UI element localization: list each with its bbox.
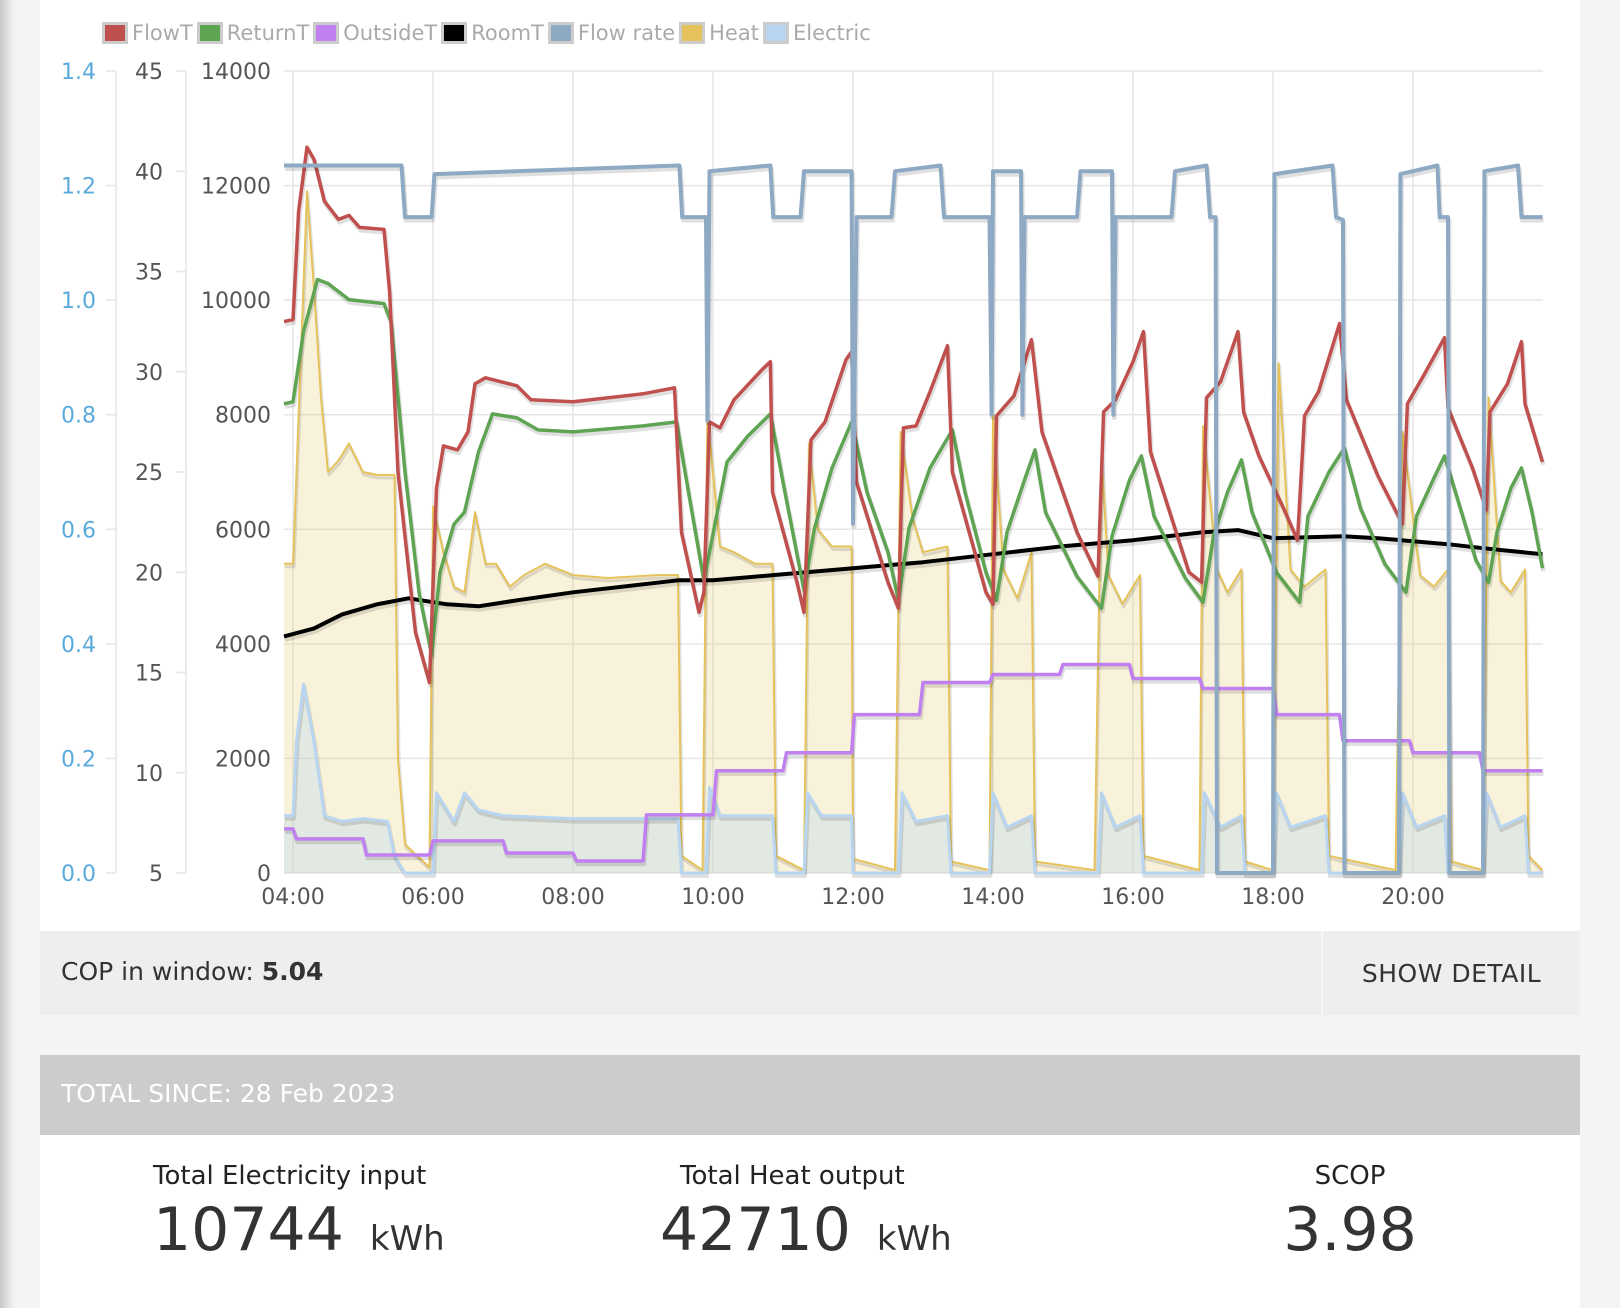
legend-label: OutsideT: [343, 21, 438, 45]
legend-label: RoomT: [471, 21, 544, 45]
legend-swatch: [547, 22, 574, 44]
temperature-axis-tick-label: 30: [135, 361, 163, 386]
legend-label: ReturnT: [226, 21, 310, 45]
legend-swatch: [102, 22, 128, 44]
flow-axis-tick-label: 1.4: [61, 60, 96, 85]
roomt-series-line: [283, 528, 1543, 639]
legend-item-returnt[interactable]: ReturnT: [196, 21, 310, 45]
temperature-axis-tick-label: 10: [135, 762, 163, 787]
x-axis-tick-label: 10:00: [681, 885, 744, 910]
legend-item-flowt[interactable]: FlowT: [102, 21, 193, 45]
stat-label: Total Heat output: [680, 1161, 905, 1191]
scop-value: 3.98: [1283, 1195, 1417, 1265]
temperature-axis-tick-label: 15: [135, 662, 163, 687]
electric-series-line: [284, 682, 1543, 875]
electric-series-line-shadow: [285, 685, 1544, 878]
power-axis-tick-label: 0: [257, 862, 271, 887]
legend-label: Heat: [709, 21, 759, 45]
stat-scop: SCOP 3.98: [1240, 1161, 1460, 1265]
legend-item-flow-rate[interactable]: Flow rate: [547, 21, 676, 45]
temperature-axis-tick-label: 40: [135, 160, 163, 185]
x-axis-tick-label: 04:00: [261, 885, 324, 910]
x-axis-tick-label: 18:00: [1241, 885, 1304, 910]
heat-unit: kWh: [876, 1219, 952, 1259]
cop-bar: COP in window: 5.04 SHOW DETAIL: [40, 931, 1580, 1015]
legend-label: FlowT: [132, 21, 193, 45]
legend-item-electric[interactable]: Electric: [762, 21, 871, 45]
power-axis-tick-label: 6000: [215, 518, 271, 543]
power-axis-tick-label: 12000: [201, 175, 271, 200]
stat-heat: Total Heat output 42710 kWh: [660, 1161, 952, 1274]
temperature-axis-tick-label: 5: [149, 862, 163, 887]
roomt-series-line-shadow: [284, 530, 1544, 642]
legend-swatch: [762, 22, 789, 44]
show-detail-button[interactable]: SHOW DETAIL: [1321, 931, 1580, 1015]
legend-item-outsidet[interactable]: OutsideT: [313, 21, 437, 45]
x-axis-tick-label: 14:00: [961, 885, 1024, 910]
flow-rate-series-line: [284, 163, 1543, 875]
temperature-axis-tick-label: 20: [135, 561, 163, 586]
heat-value: 42710: [660, 1195, 851, 1265]
temperature-axis-tick-label: 45: [135, 60, 163, 85]
page-shadow: [0, 0, 14, 1308]
heat-series-line-shadow: [285, 192, 1545, 875]
power-axis-tick-label: 4000: [215, 633, 271, 658]
x-axis-tick-label: 16:00: [1101, 885, 1164, 910]
total-since-header: TOTAL SINCE: 28 Feb 2023: [40, 1055, 1580, 1135]
legend-swatch: [196, 22, 223, 44]
totals-panel: Total Electricity input 10744 kWh Total H…: [40, 1135, 1580, 1308]
x-axis-tick-label: 20:00: [1381, 885, 1444, 910]
flow-axis-tick-label: 0.8: [61, 404, 96, 429]
outsidet-series-line-shadow: [285, 665, 1544, 867]
legend-swatch: [679, 22, 706, 44]
power-axis-tick-label: 8000: [215, 404, 271, 429]
cop-value: 5.04: [261, 957, 324, 986]
cop-label: COP in window:: [61, 957, 262, 986]
heatpump-chart[interactable]: 1.4 1.2 1.0 0.8 0.6 0.4 0.2 0.0 45 40 35 30 25 20 15 10…: [0, 0, 1620, 931]
stat-label: Total Electricity input: [153, 1161, 427, 1191]
power-axis-tick-label: 10000: [201, 289, 271, 314]
outsidet-series-line: [284, 662, 1543, 863]
flow-axis-tick-label: 0.4: [61, 633, 96, 658]
flowt-series-line: [283, 145, 1545, 685]
electric-area: [284, 684, 1543, 873]
stat-value: 42710 kWh: [660, 1195, 952, 1274]
stat-value: 10744 kWh: [153, 1195, 445, 1274]
legend-label: Electric: [792, 21, 871, 45]
legend-swatch: [313, 22, 340, 44]
flow-axis-tick-label: 0.6: [61, 518, 96, 543]
legend-label: Flow rate: [577, 21, 676, 45]
electricity-unit: kWh: [369, 1219, 445, 1259]
legend-item-heat[interactable]: Heat: [679, 21, 759, 45]
electricity-value: 10744: [153, 1195, 344, 1265]
flow-axis-tick-label: 0.0: [61, 862, 96, 887]
stat-label: SCOP: [1314, 1161, 1386, 1191]
heat-area: [284, 191, 1543, 874]
x-axis-tick-label: 12:00: [821, 885, 884, 910]
legend-swatch: [441, 22, 468, 44]
x-axis-tick-label: 08:00: [541, 885, 604, 910]
power-axis-tick-label: 14000: [201, 60, 271, 85]
temperature-axis-tick-label: 25: [135, 461, 163, 486]
heat-series-line: [284, 190, 1544, 872]
flow-axis-tick-label: 0.2: [61, 747, 96, 772]
flow-axis-tick-label: 1.2: [61, 175, 96, 200]
total-since-text: TOTAL SINCE: 28 Feb 2023: [61, 1079, 396, 1108]
legend-item-roomt[interactable]: RoomT: [441, 21, 544, 45]
cop-in-window: COP in window: 5.04: [61, 957, 323, 986]
temperature-axis-tick-label: 35: [135, 261, 163, 286]
power-axis-tick-label: 2000: [215, 747, 271, 772]
x-axis-tick-label: 06:00: [401, 885, 464, 910]
stat-electricity: Total Electricity input 10744 kWh: [153, 1161, 445, 1274]
chart-legend: FlowT ReturnT OutsideT RoomT Flow rate H…: [102, 18, 875, 48]
flow-axis-tick-label: 1.0: [61, 289, 96, 314]
returnt-series-line: [283, 277, 1545, 657]
